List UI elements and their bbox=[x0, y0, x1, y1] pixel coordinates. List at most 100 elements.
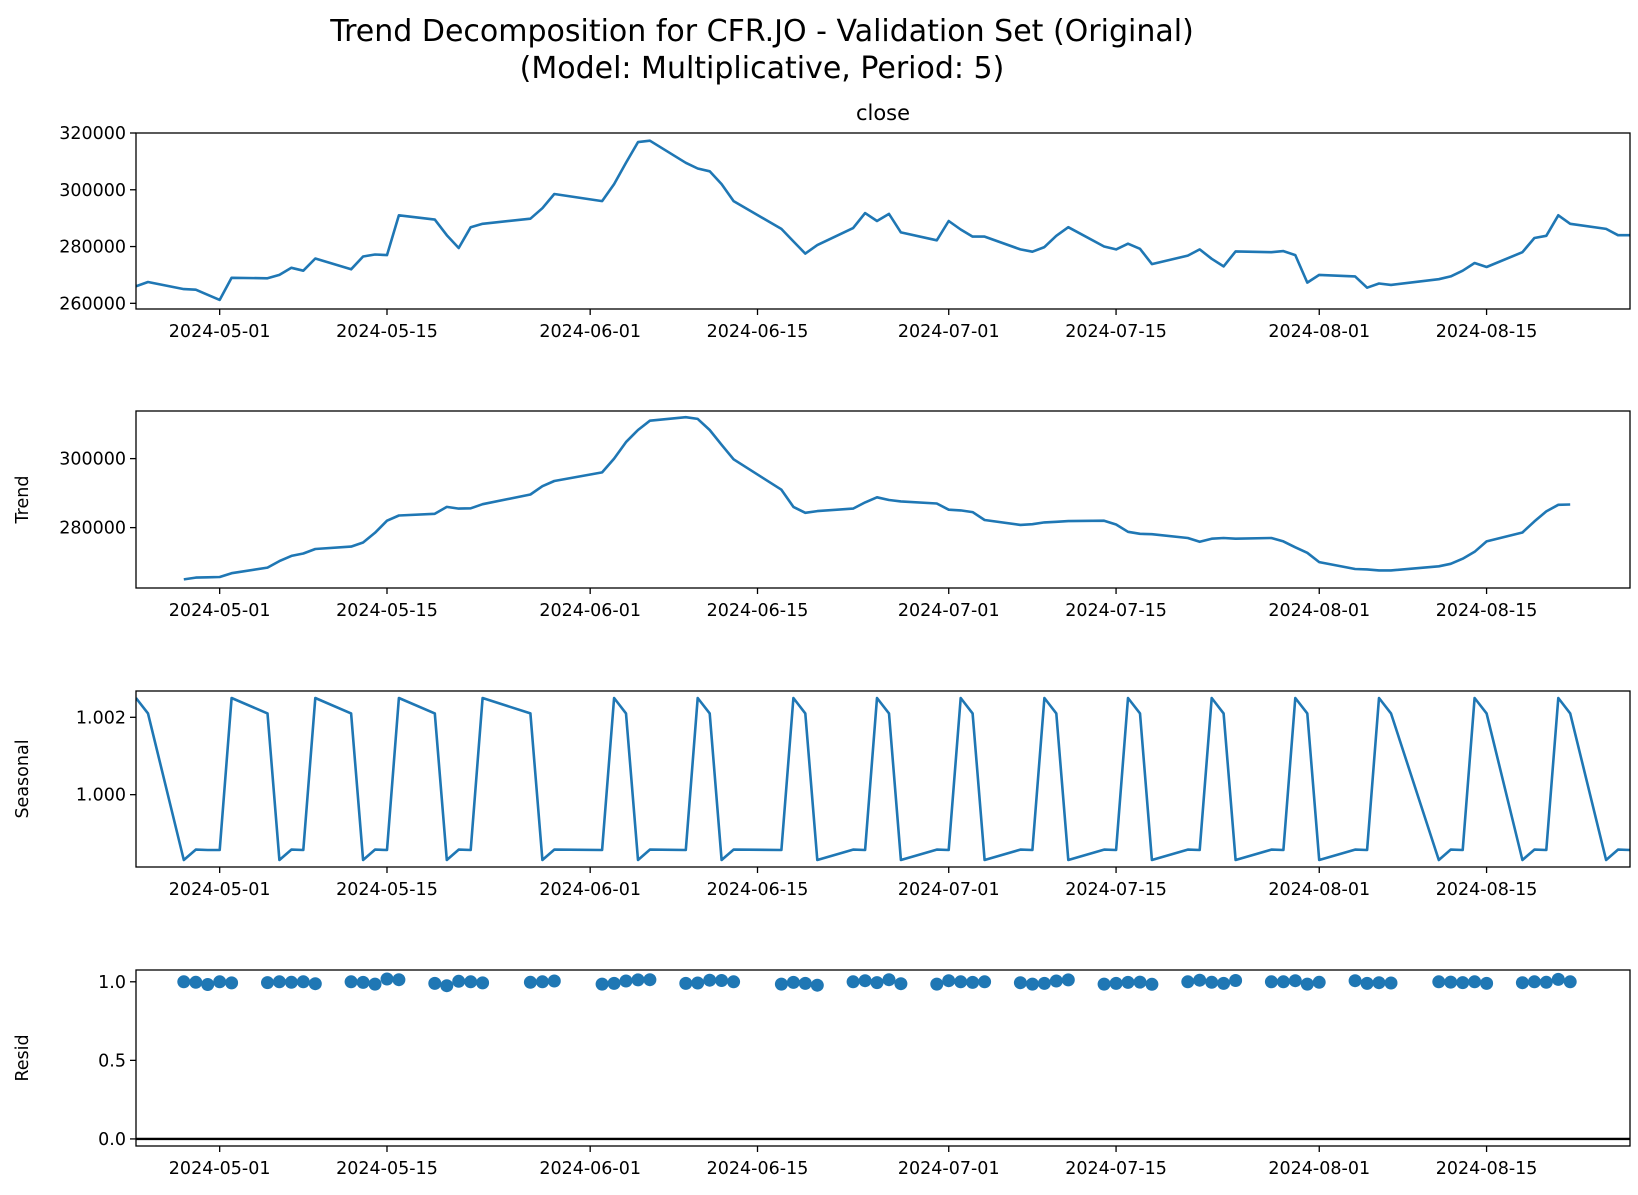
resid-point bbox=[464, 975, 478, 989]
x-tick-label: 2024-06-15 bbox=[707, 880, 809, 900]
resid-point bbox=[1181, 975, 1195, 989]
resid-point bbox=[774, 977, 788, 991]
resid-point bbox=[452, 974, 466, 988]
resid-point bbox=[679, 976, 693, 990]
resid-point bbox=[1217, 976, 1231, 990]
x-tick-label: 2024-05-01 bbox=[169, 601, 271, 621]
resid-point bbox=[1013, 976, 1027, 990]
panel-2: Trend 280000 300000 2024-05-01 2024-05-15 202… bbox=[13, 410, 1631, 621]
resid-point bbox=[1121, 975, 1135, 989]
resid-point bbox=[1312, 975, 1326, 989]
resid-point bbox=[476, 976, 490, 990]
x-tick-label: 2024-07-15 bbox=[1065, 880, 1167, 900]
x-tick-label: 2024-08-15 bbox=[1436, 880, 1538, 900]
resid-point bbox=[177, 975, 191, 989]
resid-point bbox=[631, 973, 645, 987]
resid-point bbox=[595, 977, 609, 991]
resid-point bbox=[1300, 977, 1314, 991]
resid-point bbox=[643, 973, 657, 987]
panel-3: Seasonal 1.000 1.002 2024-05-01 2024-05-15 20… bbox=[13, 690, 1631, 900]
resid-point bbox=[272, 975, 286, 989]
resid-point bbox=[978, 975, 992, 989]
resid-point bbox=[189, 975, 203, 989]
x-tick-label: 2024-06-15 bbox=[707, 601, 809, 621]
resid-point bbox=[368, 977, 382, 991]
x-tick-label: 2024-08-15 bbox=[1436, 322, 1538, 342]
axes-frame bbox=[135, 132, 1631, 310]
y-tick-label: 260000 bbox=[59, 294, 126, 314]
resid-point bbox=[261, 976, 274, 990]
x-tick-label: 2024-05-15 bbox=[336, 322, 438, 342]
x-tick-label: 2024-08-15 bbox=[1436, 601, 1538, 621]
resid-point bbox=[1551, 972, 1565, 986]
axes-frame bbox=[135, 410, 1631, 589]
y-tick-label: 0.0 bbox=[98, 1130, 126, 1150]
resid-point bbox=[703, 973, 717, 987]
x-tick-label: 2024-05-01 bbox=[169, 322, 271, 342]
x-tick-label: 2024-05-15 bbox=[336, 880, 438, 900]
resid-point bbox=[1145, 977, 1159, 991]
resid-point bbox=[1527, 975, 1541, 989]
resid-point bbox=[213, 975, 227, 989]
resid-point bbox=[1205, 975, 1219, 989]
series-line bbox=[183, 415, 1571, 581]
x-tick-label: 2024-08-01 bbox=[1268, 1159, 1370, 1179]
resid-point bbox=[894, 977, 908, 991]
resid-point bbox=[1360, 976, 1374, 990]
resid-point bbox=[715, 974, 729, 987]
series-line bbox=[136, 139, 1630, 302]
resid-point bbox=[284, 975, 298, 989]
series-line bbox=[136, 696, 1630, 862]
resid-point bbox=[1348, 974, 1362, 988]
x-tick-label: 2024-08-01 bbox=[1268, 880, 1370, 900]
y-tick-label: 320000 bbox=[59, 124, 126, 144]
resid-point bbox=[1193, 973, 1207, 987]
x-tick-label: 2024-08-01 bbox=[1268, 601, 1370, 621]
figure-title-line2: (Model: Multiplicative, Period: 5) bbox=[520, 51, 1005, 86]
resid-point bbox=[810, 978, 824, 992]
x-tick-label: 2024-06-01 bbox=[539, 322, 641, 342]
x-tick-label: 2024-08-15 bbox=[1436, 1159, 1538, 1179]
y-axis-label: Seasonal bbox=[13, 739, 33, 818]
x-tick-label: 2024-06-15 bbox=[707, 1159, 809, 1179]
resid-point bbox=[1372, 976, 1386, 990]
resid-point bbox=[201, 978, 215, 991]
resid-point bbox=[870, 976, 884, 990]
resid-point bbox=[619, 974, 633, 988]
resid-point bbox=[786, 975, 800, 989]
resid-point bbox=[1468, 975, 1482, 989]
x-tick-label: 2024-07-01 bbox=[898, 880, 1000, 900]
x-tick-label: 2024-07-15 bbox=[1065, 601, 1167, 621]
resid-point bbox=[607, 976, 621, 990]
resid-point bbox=[428, 976, 442, 990]
resid-point bbox=[1109, 976, 1123, 990]
resid-point bbox=[727, 975, 741, 989]
resid-point bbox=[547, 974, 561, 988]
axes-frame bbox=[135, 969, 1631, 1147]
axes-frame bbox=[135, 690, 1631, 868]
resid-point bbox=[380, 972, 394, 986]
panel-1: close 260000 280000 300000 320000 2024-05-01 2… bbox=[59, 101, 1631, 342]
resid-point bbox=[1480, 976, 1494, 990]
resid-point bbox=[846, 975, 860, 989]
resid-point bbox=[1276, 975, 1290, 989]
resid-point bbox=[1444, 975, 1458, 989]
resid-point bbox=[1264, 975, 1278, 989]
resid-point bbox=[523, 975, 537, 989]
x-tick-label: 2024-05-01 bbox=[169, 1159, 271, 1179]
resid-point bbox=[356, 975, 370, 989]
resid-point bbox=[1049, 974, 1063, 988]
x-tick-label: 2024-06-01 bbox=[539, 1159, 641, 1179]
resid-point bbox=[1384, 976, 1398, 990]
y-tick-label: 1.0 bbox=[98, 973, 126, 993]
y-tick-label: 1.002 bbox=[76, 708, 126, 728]
resid-point bbox=[1037, 976, 1051, 990]
resid-point bbox=[1288, 974, 1302, 988]
resid-point bbox=[440, 979, 454, 993]
resid-point bbox=[296, 975, 310, 989]
resid-point bbox=[1025, 977, 1039, 991]
panel-title: close bbox=[856, 101, 910, 125]
resid-point bbox=[392, 973, 406, 987]
x-tick-label: 2024-07-01 bbox=[898, 322, 1000, 342]
resid-point bbox=[1432, 975, 1446, 989]
